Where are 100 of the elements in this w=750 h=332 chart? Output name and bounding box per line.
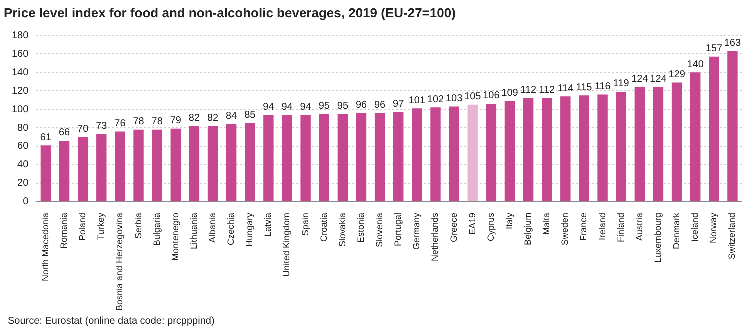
- x-tick-label: Luxembourg: [652, 212, 663, 263]
- data-label: 70: [78, 124, 90, 135]
- bar: [468, 104, 478, 202]
- bar: [634, 87, 646, 202]
- data-label: 124: [650, 74, 668, 86]
- x-tick-label: Norway: [708, 212, 719, 244]
- bar: [96, 134, 107, 202]
- data-label: 103: [446, 94, 464, 105]
- x-tick-label: Montenegro: [170, 212, 180, 261]
- data-label: 85: [244, 110, 256, 122]
- bar: [226, 124, 237, 202]
- data-label: 119: [613, 78, 630, 90]
- data-label: 140: [687, 59, 704, 70]
- x-tick-label: United Kingdom: [282, 212, 292, 277]
- x-tick-label: Hungary: [244, 212, 255, 247]
- x-tick-label: Estonia: [356, 212, 366, 243]
- y-tick-label: 180: [12, 30, 30, 42]
- source-note: Source: Eurostat (online data code: prcpppind): [8, 316, 215, 327]
- data-label: 94: [282, 102, 294, 113]
- data-label: 116: [594, 81, 612, 92]
- x-tick-label: Latvia: [263, 212, 274, 237]
- bar: [264, 115, 274, 202]
- bar: [579, 96, 590, 202]
- x-tick-label: North Macedonia: [40, 212, 50, 282]
- data-label: 94: [263, 102, 275, 113]
- data-label: 109: [502, 88, 519, 99]
- x-tick-label: Sweden: [560, 212, 570, 246]
- data-label: 105: [464, 92, 482, 103]
- bar: [504, 101, 516, 202]
- bar: [374, 113, 386, 202]
- y-tick-label: 60: [18, 141, 30, 152]
- x-tick-label: EA19: [467, 212, 478, 235]
- bar: [356, 113, 367, 202]
- bar: [134, 130, 144, 202]
- y-tick-label: 120: [12, 86, 30, 97]
- bar: [690, 72, 701, 202]
- data-label: 78: [133, 116, 145, 128]
- data-label: 84: [226, 111, 238, 122]
- y-tick-label: 40: [18, 160, 30, 171]
- x-tick-label: Spain: [300, 212, 310, 236]
- data-label: 79: [170, 116, 182, 127]
- x-tick-label: Lithuania: [188, 212, 199, 250]
- x-tick-label: Netherlands: [430, 212, 440, 262]
- x-tick-label: Greece: [448, 212, 459, 242]
- x-tick-label: Turkey: [96, 212, 106, 240]
- x-tick-label: Switzerland: [727, 212, 738, 260]
- x-tick-label: Bulgaria: [152, 212, 162, 246]
- x-tick-label: Slovakia: [337, 212, 348, 247]
- data-label: 101: [408, 95, 426, 106]
- y-tick-label: 100: [12, 104, 30, 116]
- x-tick-label: Bosnia and Herzegovina: [114, 212, 125, 312]
- x-tick-label: Croatia: [318, 212, 329, 242]
- x-tick-label: Portugal: [393, 212, 404, 246]
- data-label: 82: [207, 112, 220, 124]
- data-label: 96: [356, 100, 368, 111]
- bar: [245, 123, 256, 202]
- data-label: 102: [427, 94, 445, 106]
- y-tick-label: 0: [23, 196, 30, 208]
- bar: [115, 132, 126, 202]
- data-label: 82: [188, 112, 200, 124]
- x-tick-label: Germany: [412, 212, 422, 250]
- bar: [394, 112, 404, 202]
- x-tick-label: Malta: [542, 212, 552, 235]
- bar: [152, 130, 162, 202]
- data-label: 129: [668, 69, 686, 80]
- y-tick-label: 160: [12, 48, 30, 60]
- bar: [338, 114, 348, 202]
- data-label: 95: [318, 100, 330, 112]
- bar: [542, 98, 552, 202]
- chart-title: Price level index for food and non-alcoholic beverages, 2019 (EU-27=100): [4, 5, 456, 20]
- x-tick-label: Denmark: [672, 212, 682, 250]
- x-tick-label: Ireland: [597, 212, 608, 240]
- data-label: 95: [337, 100, 349, 112]
- x-tick-label: Austria: [634, 212, 644, 241]
- bar: [560, 96, 571, 202]
- bar: [430, 108, 441, 202]
- data-label: 115: [576, 82, 593, 94]
- data-label: 78: [152, 116, 164, 128]
- data-label: 124: [632, 74, 649, 86]
- data-label: 163: [724, 38, 742, 50]
- data-label: 76: [114, 118, 126, 130]
- data-label: 112: [520, 85, 537, 96]
- x-tick-label: Italy: [504, 212, 514, 230]
- y-tick-label: 20: [18, 178, 30, 190]
- bar: [300, 115, 311, 202]
- x-tick-label: Cyprus: [486, 212, 496, 242]
- bar: [486, 104, 497, 202]
- bar: [598, 94, 608, 202]
- bar: [412, 108, 422, 202]
- x-tick-label: Belgium: [523, 212, 534, 246]
- data-label: 112: [539, 85, 556, 96]
- x-tick-label: Finland: [616, 212, 626, 242]
- data-label: 94: [300, 102, 312, 113]
- data-label: 157: [706, 44, 723, 55]
- bar: [709, 56, 720, 202]
- data-label: 66: [58, 128, 71, 139]
- x-tick-label: Serbia: [133, 212, 144, 239]
- x-tick-label: Iceland: [690, 212, 700, 242]
- bar: [208, 126, 218, 202]
- bar: [672, 82, 682, 202]
